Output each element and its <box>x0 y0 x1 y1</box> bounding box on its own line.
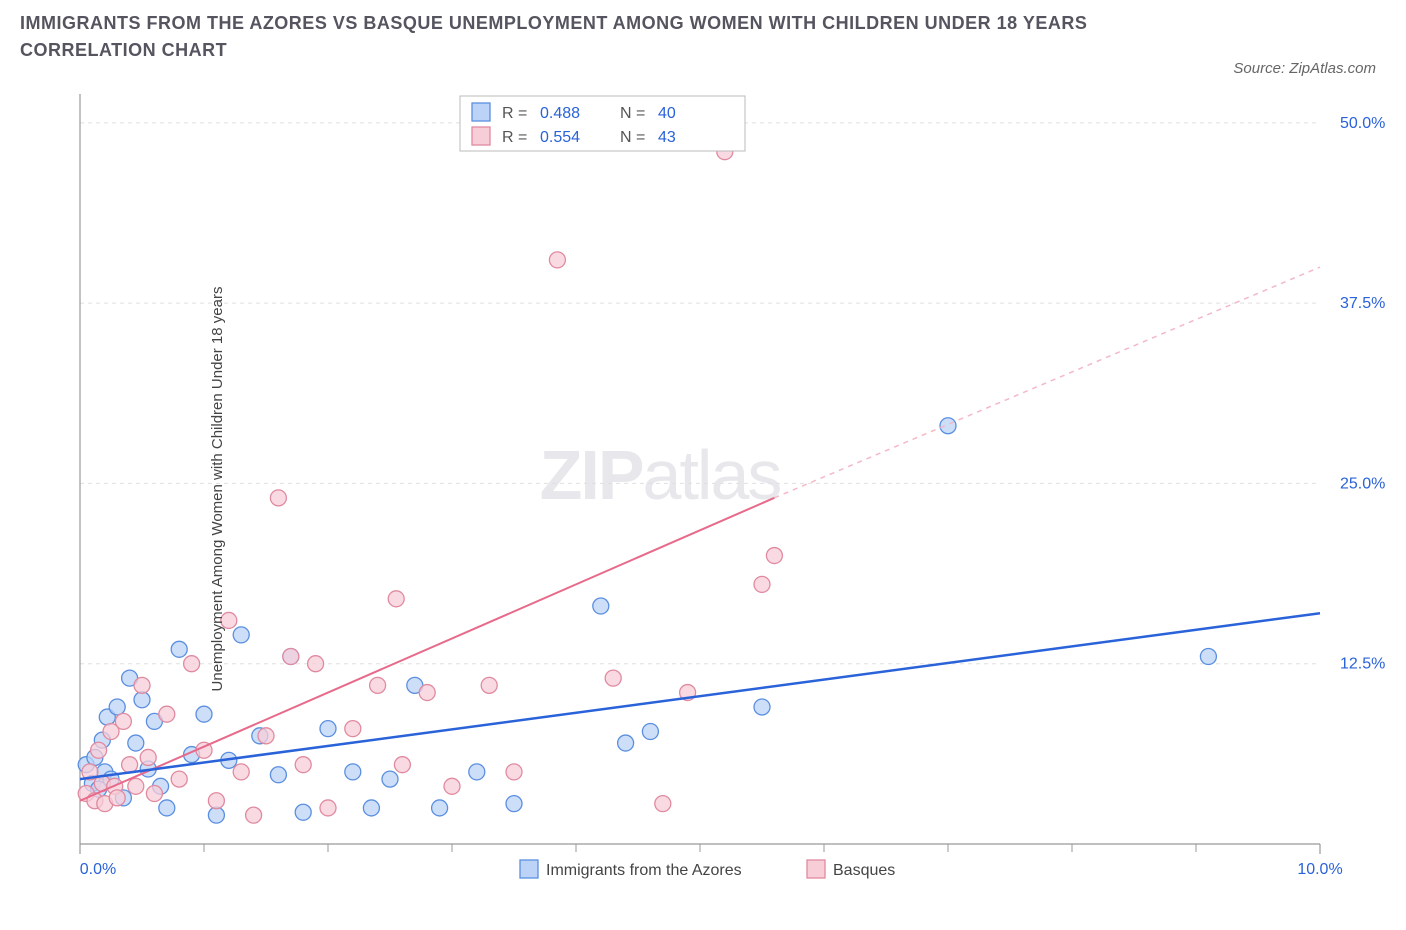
svg-text:0.488: 0.488 <box>540 105 580 122</box>
svg-text:N =: N = <box>620 129 645 146</box>
chart-title: IMMIGRANTS FROM THE AZORES VS BASQUE UNE… <box>20 10 1140 64</box>
svg-text:25.0%: 25.0% <box>1340 475 1385 492</box>
y-axis-label: Unemployment Among Women with Children U… <box>209 287 226 692</box>
svg-text:40: 40 <box>658 105 676 122</box>
svg-text:0.554: 0.554 <box>540 129 580 146</box>
svg-text:0.0%: 0.0% <box>80 861 116 878</box>
svg-text:10.0%: 10.0% <box>1297 861 1342 878</box>
svg-text:Basques: Basques <box>833 862 895 879</box>
svg-text:37.5%: 37.5% <box>1340 295 1385 312</box>
svg-text:Immigrants from the Azores: Immigrants from the Azores <box>546 862 742 879</box>
svg-text:N =: N = <box>620 105 645 122</box>
svg-text:R =: R = <box>502 105 527 122</box>
svg-text:R =: R = <box>502 129 527 146</box>
svg-text:43: 43 <box>658 129 676 146</box>
svg-text:50.0%: 50.0% <box>1340 115 1385 132</box>
svg-text:ZIPatlas: ZIPatlas <box>540 436 781 514</box>
chart-container: Unemployment Among Women with Children U… <box>20 74 1386 904</box>
svg-text:12.5%: 12.5% <box>1340 656 1385 673</box>
